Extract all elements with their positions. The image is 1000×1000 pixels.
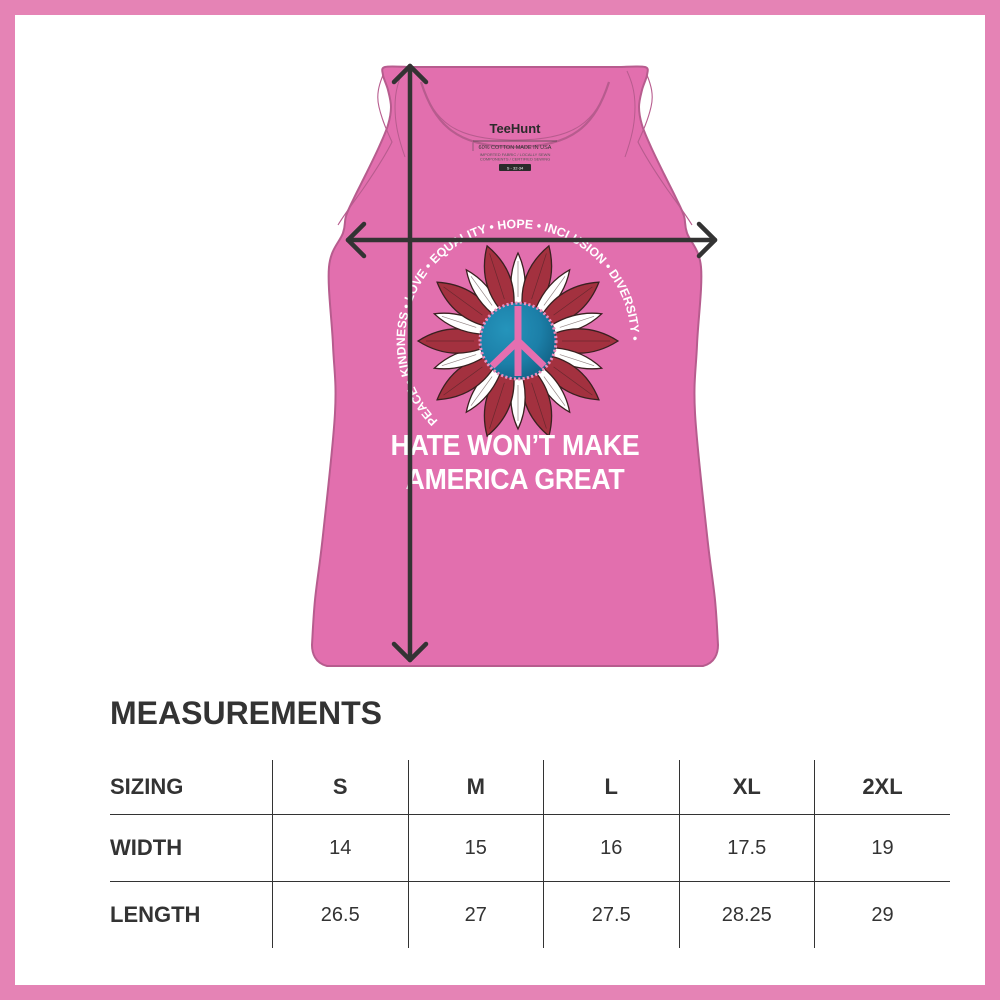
svg-text:TeeHunt: TeeHunt [489, 121, 541, 136]
svg-text:HATE WON’T MAKE: HATE WON’T MAKE [391, 429, 640, 461]
svg-text:AMERICA GREAT: AMERICA GREAT [406, 463, 625, 495]
svg-text:COMPONENTS / CERTIFIED SEWING: COMPONENTS / CERTIFIED SEWING [480, 157, 550, 162]
svg-text:60% COTTON MADE IN USA: 60% COTTON MADE IN USA [479, 145, 552, 151]
svg-text:S - 32-34: S - 32-34 [507, 166, 524, 171]
